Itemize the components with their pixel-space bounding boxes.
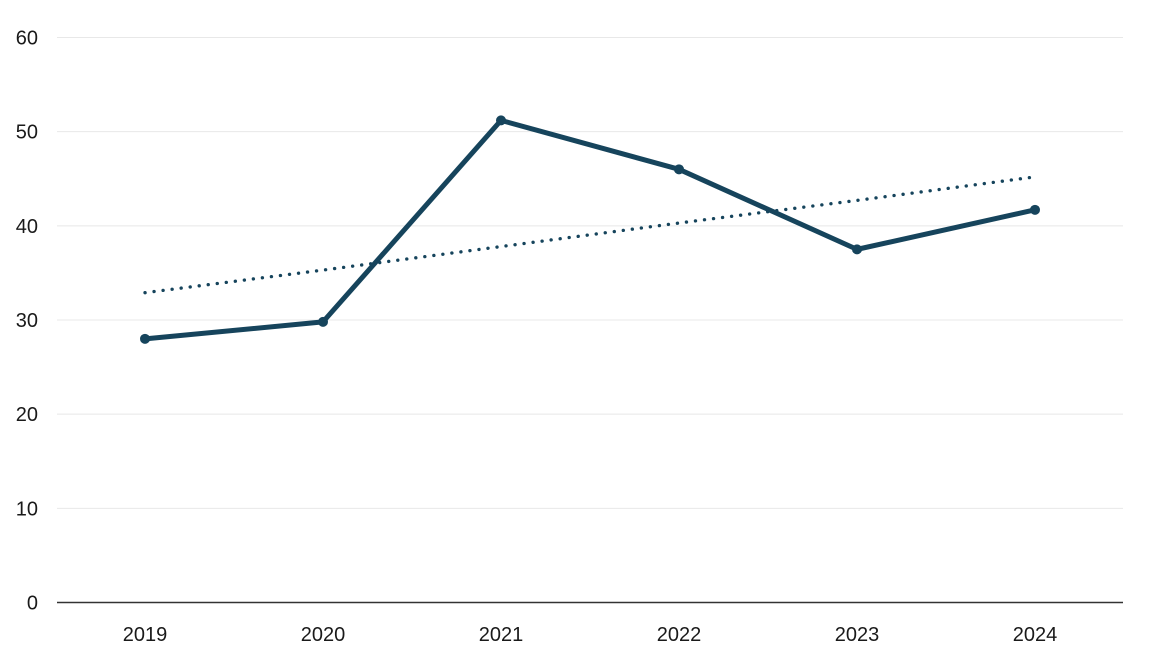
x-tick-label-2021: 2021	[479, 624, 524, 646]
y-tick-label: 50	[16, 122, 38, 144]
x-tick-label-2023: 2023	[835, 624, 880, 646]
data-point-2019	[140, 333, 150, 344]
data-point-2024	[1030, 204, 1040, 215]
y-tick-label: 60	[16, 28, 38, 50]
y-tick-label: 20	[16, 404, 38, 426]
data-point-2020	[318, 316, 328, 327]
x-tick-label-2020: 2020	[301, 624, 346, 646]
data-line	[142, 117, 1038, 342]
x-tick-label-2024: 2024	[1013, 624, 1058, 646]
y-tick-label: 0	[27, 593, 38, 615]
y-tick-label: 30	[16, 310, 38, 332]
data-point-2021	[496, 115, 506, 126]
x-tick-label-2022: 2022	[657, 624, 702, 646]
y-tick-label: 40	[16, 216, 38, 238]
y-tick-label: 10	[16, 498, 38, 520]
trend-line	[143, 175, 1037, 295]
x-tick-label-2019: 2019	[123, 624, 168, 646]
data-point-2022	[674, 164, 684, 175]
data-point-2023	[852, 244, 862, 255]
